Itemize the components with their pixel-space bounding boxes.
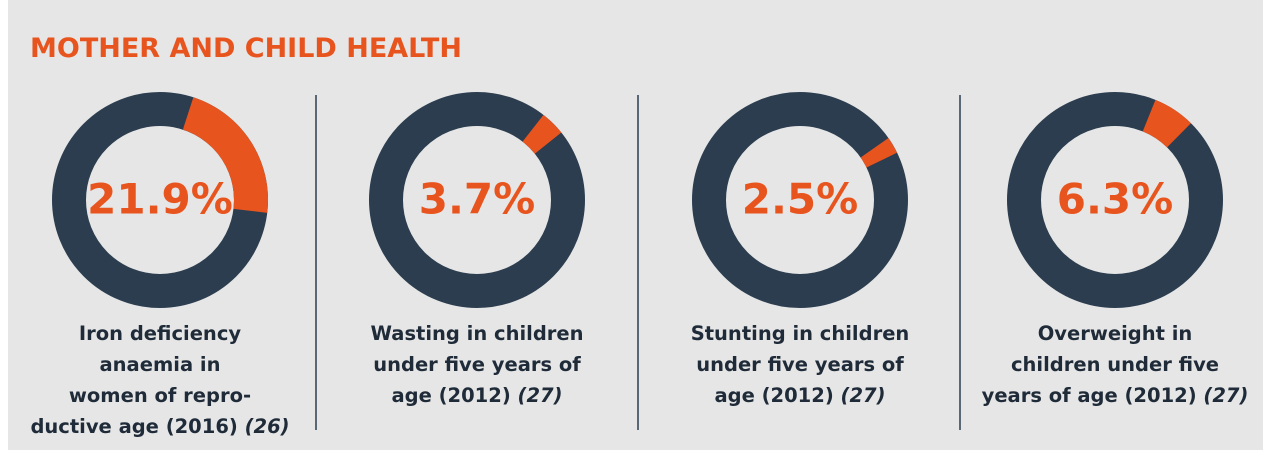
- caption-line: Stunting in children: [691, 322, 910, 345]
- donut-track: [369, 92, 585, 308]
- caption: anaemia in: [100, 353, 221, 376]
- donut-track: [692, 92, 908, 308]
- value-label: 6.3%: [1057, 175, 1173, 224]
- source-ref: (27): [1203, 384, 1248, 407]
- caption-line: years of age (2012): [982, 384, 1197, 407]
- value-label: 2.5%: [742, 175, 858, 224]
- caption-line: age (2012): [392, 384, 511, 407]
- caption: Iron deficiency: [79, 322, 241, 345]
- caption: ductive age (2016) (26): [30, 415, 289, 438]
- caption: children under five: [1011, 353, 1219, 376]
- title: MOTHER AND CHILD HEALTH: [30, 33, 462, 64]
- value-label: 3.7%: [419, 175, 535, 224]
- caption-line: Overweight in: [1038, 322, 1193, 345]
- caption: age (2012) (27): [715, 384, 886, 407]
- caption: Overweight in: [1038, 322, 1193, 345]
- caption: years of age (2012) (27): [982, 384, 1249, 407]
- caption: under five years of: [696, 353, 904, 376]
- panel: [8, 0, 1263, 450]
- caption: women of repro-: [69, 384, 251, 407]
- value-label: 21.9%: [87, 175, 233, 224]
- caption-line: Iron deficiency: [79, 322, 241, 345]
- source-ref: (26): [245, 415, 290, 438]
- caption-line: children under five: [1011, 353, 1219, 376]
- caption-line: ductive age (2016): [30, 415, 237, 438]
- donut-track: [1007, 92, 1223, 308]
- source-ref: (27): [518, 384, 563, 407]
- caption: under five years of: [373, 353, 581, 376]
- donut-segment: [1142, 99, 1191, 148]
- caption-line: women of repro-: [69, 384, 251, 407]
- caption: Stunting in children: [691, 322, 910, 345]
- source-ref: (27): [841, 384, 886, 407]
- caption-line: anaemia in: [100, 353, 221, 376]
- caption-line: under five years of: [696, 353, 904, 376]
- caption-line: under five years of: [373, 353, 581, 376]
- caption: age (2012) (27): [392, 384, 563, 407]
- caption: Wasting in children: [370, 322, 583, 345]
- caption-line: age (2012): [715, 384, 834, 407]
- caption-line: Wasting in children: [370, 322, 583, 345]
- donut-segment: [522, 114, 562, 155]
- donut-segment: [182, 97, 268, 213]
- donut-segment: [860, 138, 898, 168]
